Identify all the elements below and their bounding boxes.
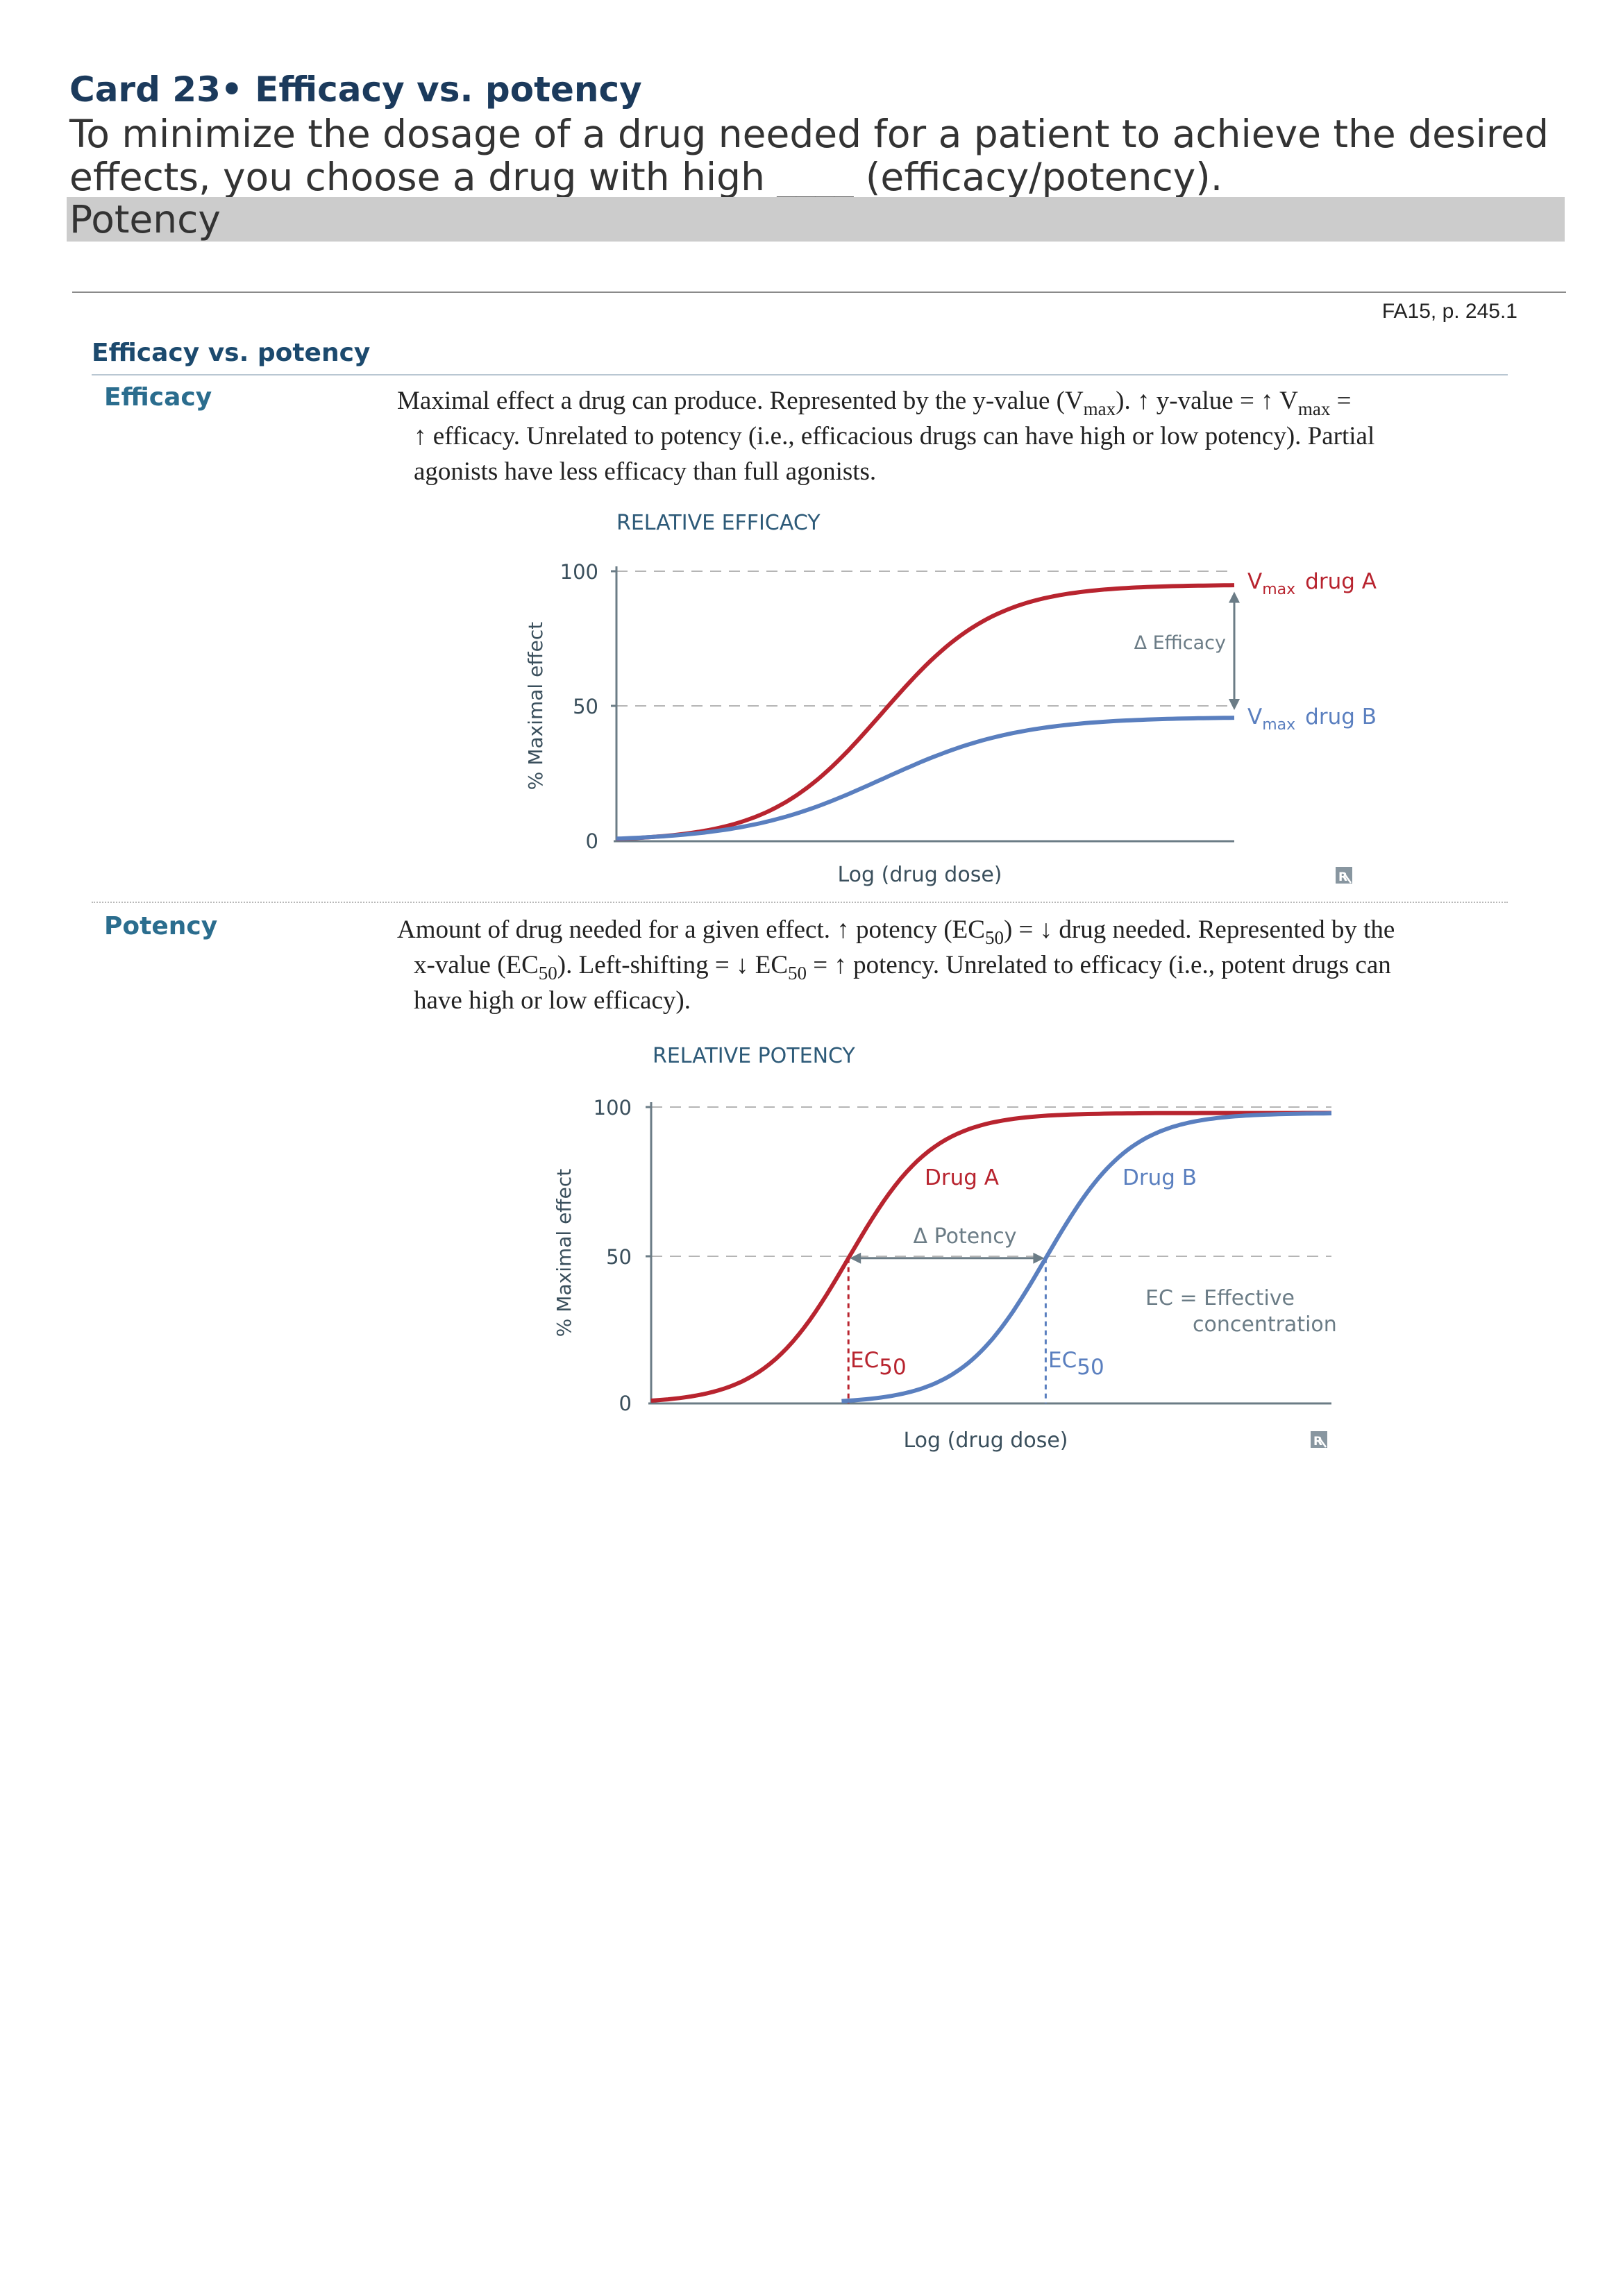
x-axis-label: Log (drug dose) [904,1428,1068,1453]
drug-b-label: Drug B [1122,1165,1197,1190]
answer-box [67,197,1565,242]
card-title: Card 23• Efficacy vs. potency [69,69,642,110]
y-axis-label: % Maximal effect [524,622,547,790]
rx-icon: R [1336,867,1352,884]
series-drug-a-line [650,1111,1331,1403]
potency-line-2: x-value (EC50). Left-shifting = ↓ EC50 =… [414,951,1391,984]
y-tick-label-50: 50 [573,695,598,718]
delta-potency-label: Δ Potency [914,1224,1017,1249]
svg-text:R: R [1338,870,1347,884]
x-axis-label: Log (drug dose) [838,863,1002,887]
efficacy-chart-title: RELATIVE EFFICACY [616,511,821,535]
svg-text:R: R [1313,1435,1322,1449]
arrowhead-down [1229,699,1240,711]
delta-efficacy-label: Δ Efficacy [1134,632,1226,654]
series-drug-b-line [841,1111,1332,1403]
section-divider [92,374,1508,375]
ec-note-line-2: concentration [1193,1312,1337,1337]
potency-line-3: have high or low efficacy). [414,986,691,1015]
ec-note-line-1: EC = Effective [1145,1286,1295,1310]
y-tick-label-0: 0 [619,1392,632,1415]
card-question: To minimize the dosage of a drug needed … [69,112,1549,199]
potency-line-1: Amount of drug needed for a given effect… [397,915,1395,948]
series-drug-b-line [616,716,1235,841]
card-answer: Potency [69,197,221,242]
arrowhead-right [1033,1252,1045,1264]
ec50-drug-b-label: EC50 [1048,1348,1104,1380]
potency-chart: RELATIVE POTENCY 100 50 0 % Maximal effe… [553,1044,1337,1453]
y-tick-label-50: 50 [606,1245,632,1269]
efficacy-description: Maximal effect a drug can produce. Repre… [397,383,1536,489]
ec50-drug-a-label: EC50 [850,1348,907,1380]
drug-a-label: Drug A [925,1165,999,1190]
series-drug-a-line [616,583,1235,841]
y-tick-label-100: 100 [594,1096,632,1120]
arrowhead-up [1229,591,1240,603]
row-divider [92,902,1508,903]
vmax-drug-a-label: Vmax drug A [1247,569,1377,598]
efficacy-line-3: agonists have less efficacy than full ag… [414,457,877,486]
efficacy-chart: RELATIVE EFFICACY 100 50 0 % Maximal eff… [524,511,1377,887]
reference-label: FA15, p. 245.1 [1381,300,1517,323]
potency-description: Amount of drug needed for a given effect… [397,912,1536,1018]
arrowhead-left [850,1252,861,1264]
vmax-drug-b-label: Vmax drug B [1247,704,1377,734]
efficacy-line-1: Maximal effect a drug can produce. Repre… [397,387,1352,419]
divider [72,292,1566,293]
y-tick-label-100: 100 [560,560,598,584]
section-heading: Efficacy vs. potency [92,339,371,367]
y-axis-label: % Maximal effect [553,1169,575,1337]
term-potency: Potency [104,912,218,940]
term-efficacy: Efficacy [104,383,212,412]
y-tick-label-0: 0 [586,829,598,853]
potency-chart-title: RELATIVE POTENCY [653,1044,855,1068]
efficacy-line-2: ↑ efficacy. Unrelated to potency (i.e., … [414,422,1375,450]
rx-icon: R [1311,1431,1327,1449]
